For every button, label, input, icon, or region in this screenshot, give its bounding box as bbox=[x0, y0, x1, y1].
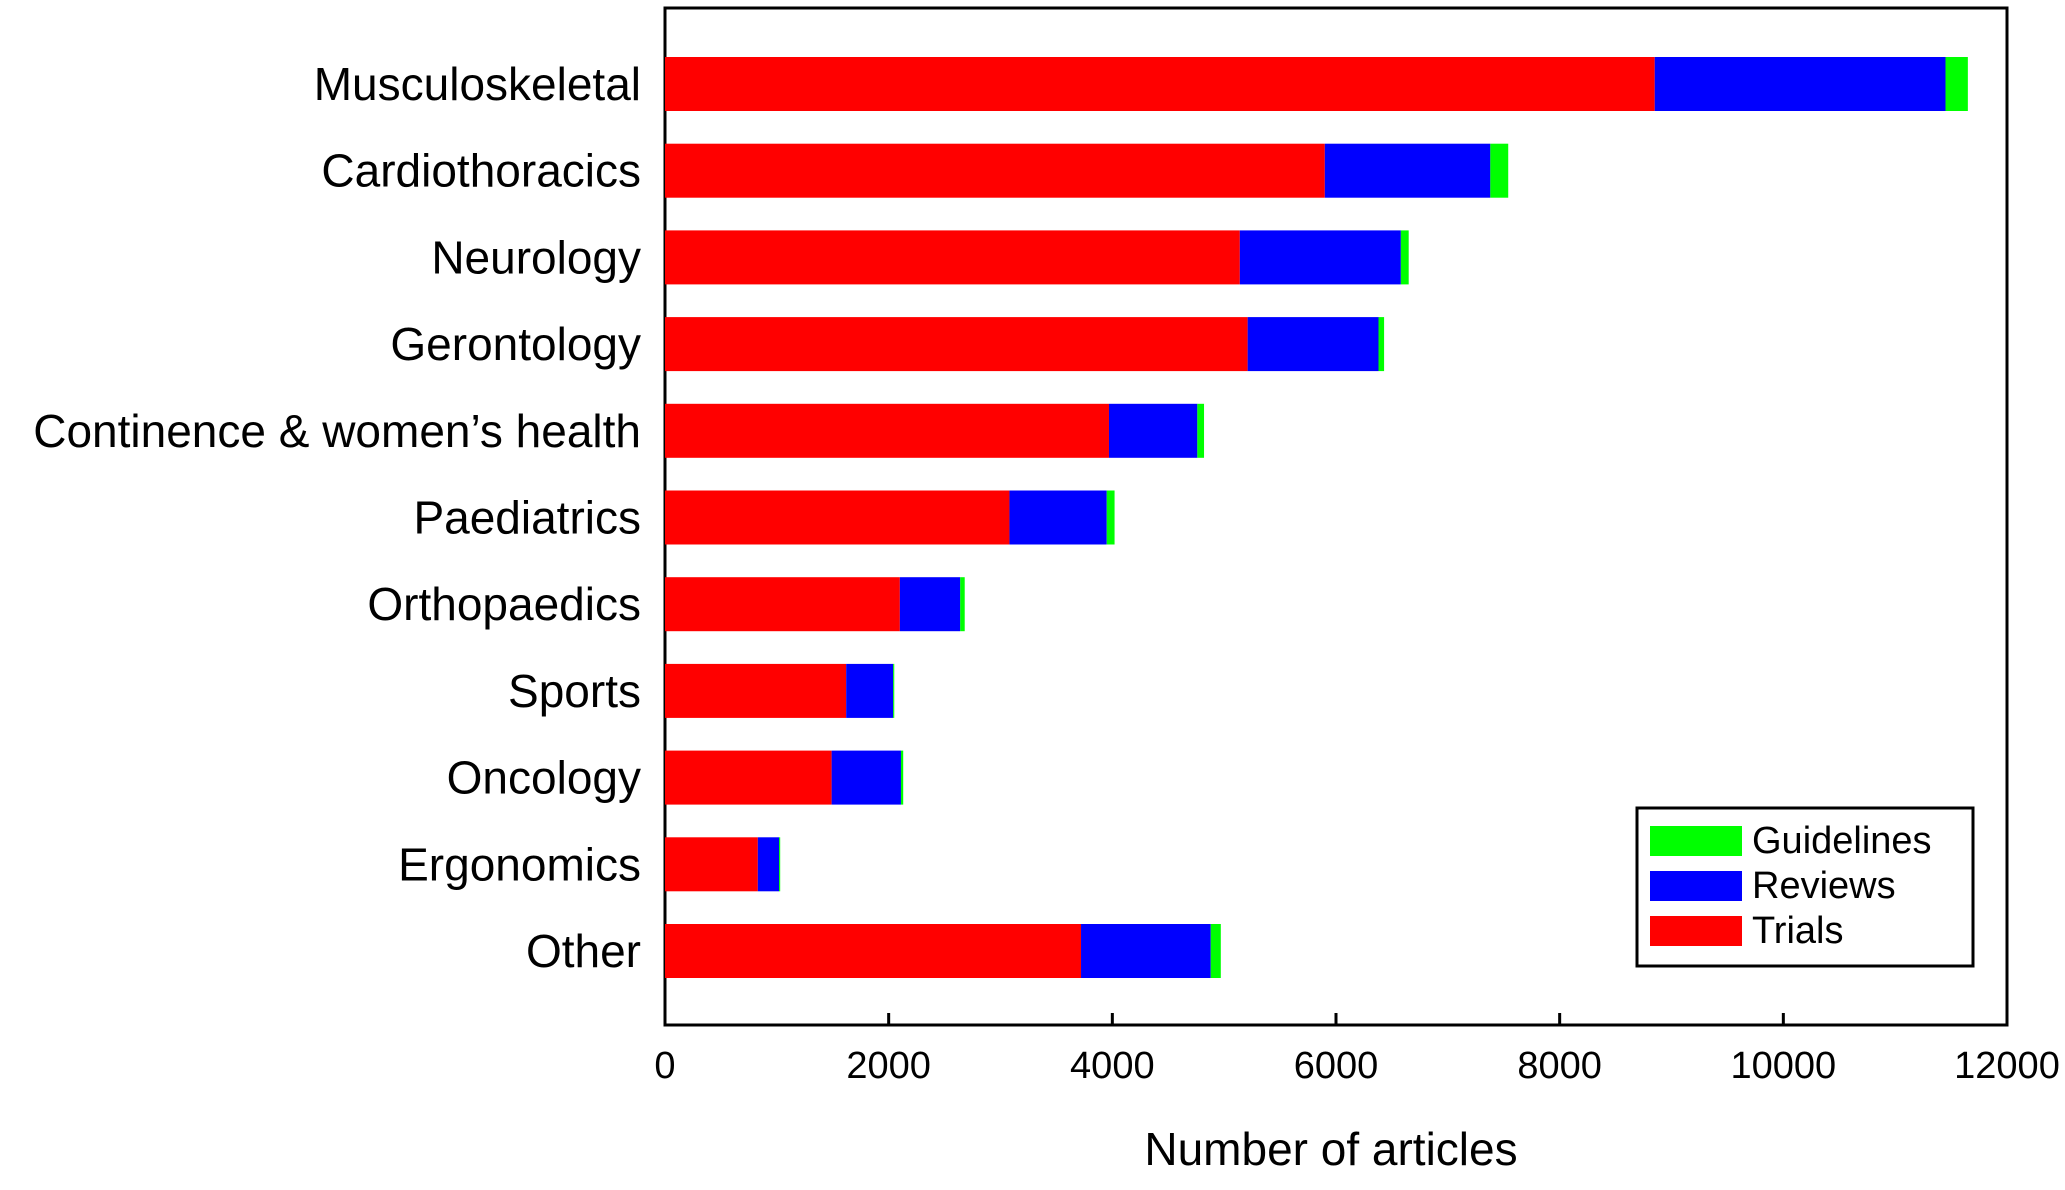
category-label-paediatrics: Paediatrics bbox=[413, 492, 641, 544]
category-label-sports: Sports bbox=[508, 665, 641, 717]
bar-other-trials bbox=[665, 924, 1082, 978]
bar-continence-women-s-health-guidelines bbox=[1197, 403, 1205, 458]
bar-ergonomics-reviews bbox=[757, 837, 780, 892]
category-label-gerontology: Gerontology bbox=[390, 318, 641, 370]
bar-neurology-guidelines bbox=[1400, 230, 1409, 285]
x-tick-label-8000: 8000 bbox=[1517, 1045, 1602, 1087]
bar-orthopaedics-trials bbox=[665, 577, 900, 632]
x-tick-label-0: 0 bbox=[654, 1045, 675, 1087]
bar-other-reviews bbox=[1081, 924, 1211, 978]
bar-orthopaedics-reviews bbox=[899, 577, 961, 632]
bar-paediatrics-guidelines bbox=[1106, 490, 1115, 545]
bar-cardiothoracics-guidelines bbox=[1490, 143, 1509, 198]
bar-gerontology-guidelines bbox=[1378, 317, 1385, 372]
x-tick-label-4000: 4000 bbox=[1070, 1045, 1155, 1087]
bar-oncology-guidelines bbox=[900, 750, 904, 805]
bar-gerontology-trials bbox=[665, 317, 1248, 372]
bar-musculoskeletal-guidelines bbox=[1945, 57, 1968, 111]
bar-continence-women-s-health-reviews bbox=[1108, 403, 1198, 458]
bars-group bbox=[665, 57, 1968, 978]
category-labels: Musculoskeletal Cardiothoracics Neurology G… bbox=[33, 58, 641, 977]
bar-neurology-trials bbox=[665, 230, 1240, 285]
bar-continence-women-s-health-trials bbox=[665, 403, 1109, 458]
x-tick-label-6000: 6000 bbox=[1294, 1045, 1379, 1087]
category-label-musculoskeletal: Musculoskeletal bbox=[314, 58, 641, 110]
bar-sports-trials bbox=[665, 663, 847, 718]
bar-other-guidelines bbox=[1210, 924, 1221, 978]
legend-swatch-guidelines bbox=[1650, 826, 1742, 856]
bar-orthopaedics-guidelines bbox=[960, 577, 965, 632]
bar-paediatrics-reviews bbox=[1009, 490, 1107, 545]
x-axis-ticks: 0 2000 4000 6000 8000 10000 12000 bbox=[654, 1013, 2060, 1087]
category-label-other: Other bbox=[526, 925, 641, 977]
bar-ergonomics-guidelines bbox=[779, 837, 781, 892]
bar-cardiothoracics-trials bbox=[665, 143, 1325, 198]
bar-oncology-trials bbox=[665, 750, 832, 805]
bar-gerontology-reviews bbox=[1247, 317, 1379, 372]
legend-label-trials: Trials bbox=[1752, 910, 1843, 952]
category-label-orthopaedics: Orthopaedics bbox=[367, 578, 641, 630]
legend-swatch-trials bbox=[1650, 916, 1742, 946]
bar-cardiothoracics-reviews bbox=[1324, 143, 1491, 198]
bar-musculoskeletal-reviews bbox=[1654, 57, 1946, 111]
x-axis-title: Number of articles bbox=[1144, 1123, 1517, 1175]
legend-label-reviews: Reviews bbox=[1752, 865, 1896, 907]
bar-sports-guidelines bbox=[893, 663, 895, 718]
legend-swatch-reviews bbox=[1650, 871, 1742, 901]
bar-musculoskeletal-trials bbox=[665, 57, 1655, 111]
legend-label-guidelines: Guidelines bbox=[1752, 820, 1932, 862]
x-tick-label-10000: 10000 bbox=[1730, 1045, 1836, 1087]
category-label-ergonomics: Ergonomics bbox=[398, 838, 641, 890]
category-label-continence-women-s-health: Continence & women’s health bbox=[33, 405, 641, 457]
category-label-oncology: Oncology bbox=[447, 752, 641, 804]
bar-oncology-reviews bbox=[831, 750, 901, 805]
bar-neurology-reviews bbox=[1239, 230, 1401, 285]
category-label-neurology: Neurology bbox=[431, 231, 641, 283]
x-tick-label-2000: 2000 bbox=[846, 1045, 931, 1087]
bar-paediatrics-trials bbox=[665, 490, 1010, 545]
category-label-cardiothoracics: Cardiothoracics bbox=[321, 145, 641, 197]
bar-ergonomics-trials bbox=[665, 837, 758, 892]
x-tick-label-12000: 12000 bbox=[1954, 1045, 2060, 1087]
bar-sports-reviews bbox=[846, 663, 894, 718]
